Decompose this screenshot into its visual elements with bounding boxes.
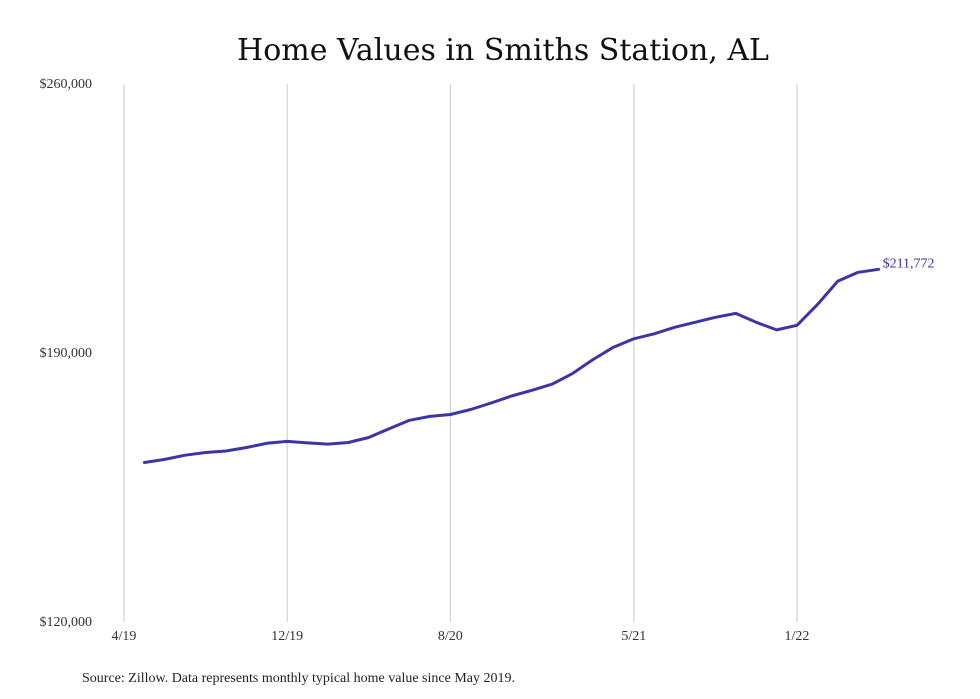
series-line xyxy=(142,267,881,464)
y-tick-label: $190,000 xyxy=(40,346,93,361)
x-tick-label: 4/19 xyxy=(112,629,137,644)
x-tick-label: 5/21 xyxy=(621,629,646,644)
chart-title: Home Values in Smiths Station, AL xyxy=(237,33,769,68)
grid-layer xyxy=(123,84,798,622)
y-tick-label: $260,000 xyxy=(40,77,93,92)
x-tick-label: 8/20 xyxy=(438,629,463,644)
x-tick-label: 1/22 xyxy=(785,629,810,644)
y-tick-label: $120,000 xyxy=(40,615,93,630)
source-note: Source: Zillow. Data represents monthly … xyxy=(82,671,515,686)
x-tick-label: 12/19 xyxy=(271,629,303,644)
y-axis-ticks: $120,000 $190,000 $260,000 xyxy=(40,77,93,630)
series-layer: $211,772 xyxy=(142,256,935,464)
series-end-label: $211,772 xyxy=(883,256,935,271)
x-axis-ticks: 4/19 12/19 8/20 5/21 1/22 xyxy=(112,629,810,644)
